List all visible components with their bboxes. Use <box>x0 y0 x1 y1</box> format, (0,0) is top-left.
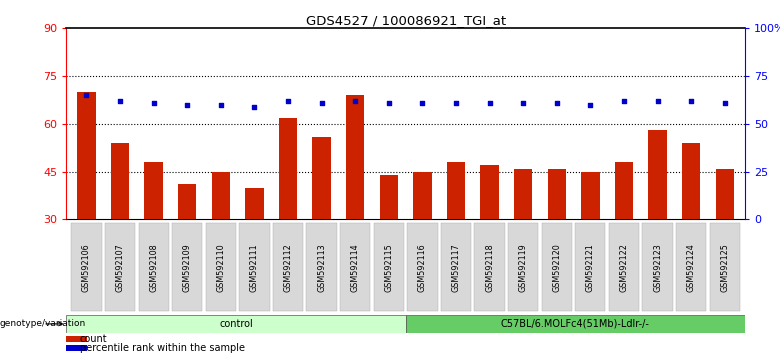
Text: GSM592122: GSM592122 <box>619 243 629 292</box>
Text: C57BL/6.MOLFc4(51Mb)-Ldlr-/-: C57BL/6.MOLFc4(51Mb)-Ldlr-/- <box>501 319 650 329</box>
Bar <box>312 137 331 219</box>
Bar <box>548 169 566 219</box>
Text: percentile rank within the sample: percentile rank within the sample <box>80 343 245 353</box>
Text: GSM592111: GSM592111 <box>250 243 259 292</box>
Point <box>248 104 261 109</box>
FancyBboxPatch shape <box>71 223 101 312</box>
Text: GSM592124: GSM592124 <box>686 243 696 292</box>
Text: GSM592123: GSM592123 <box>653 243 662 292</box>
Text: GSM592118: GSM592118 <box>485 243 494 292</box>
FancyBboxPatch shape <box>406 315 745 333</box>
FancyBboxPatch shape <box>307 223 337 312</box>
Text: GSM592117: GSM592117 <box>452 243 460 292</box>
FancyBboxPatch shape <box>66 315 406 333</box>
Point <box>349 98 361 104</box>
FancyBboxPatch shape <box>441 223 471 312</box>
Point <box>147 100 160 106</box>
FancyBboxPatch shape <box>239 223 270 312</box>
FancyBboxPatch shape <box>474 223 505 312</box>
Text: GSM592110: GSM592110 <box>216 243 225 292</box>
Text: GSM592106: GSM592106 <box>82 243 91 292</box>
Bar <box>480 165 499 219</box>
Point <box>718 100 731 106</box>
FancyBboxPatch shape <box>541 223 572 312</box>
Bar <box>514 169 533 219</box>
Point <box>80 92 93 98</box>
Bar <box>682 143 700 219</box>
Title: GDS4527 / 100086921_TGI_at: GDS4527 / 100086921_TGI_at <box>306 14 505 27</box>
Bar <box>413 172 431 219</box>
FancyBboxPatch shape <box>508 223 538 312</box>
Point <box>382 100 395 106</box>
FancyBboxPatch shape <box>340 223 370 312</box>
Point <box>315 100 328 106</box>
FancyBboxPatch shape <box>105 223 135 312</box>
Text: GSM592115: GSM592115 <box>385 243 393 292</box>
Bar <box>278 118 297 219</box>
Point <box>584 102 597 108</box>
Bar <box>77 92 96 219</box>
Point <box>282 98 294 104</box>
FancyBboxPatch shape <box>273 223 303 312</box>
Bar <box>648 130 667 219</box>
Text: GSM592113: GSM592113 <box>317 243 326 292</box>
Point <box>517 100 530 106</box>
Bar <box>66 336 87 343</box>
Point <box>551 100 563 106</box>
Point <box>484 100 496 106</box>
Bar <box>111 143 129 219</box>
Text: GSM592114: GSM592114 <box>351 243 360 292</box>
Point <box>651 98 664 104</box>
Bar <box>211 172 230 219</box>
Text: GSM592112: GSM592112 <box>283 243 292 292</box>
Text: GSM592119: GSM592119 <box>519 243 528 292</box>
FancyBboxPatch shape <box>710 223 740 312</box>
Text: genotype/variation: genotype/variation <box>0 319 87 329</box>
Point <box>685 98 697 104</box>
FancyBboxPatch shape <box>643 223 672 312</box>
FancyBboxPatch shape <box>407 223 438 312</box>
FancyBboxPatch shape <box>139 223 168 312</box>
Bar <box>245 188 264 219</box>
Bar <box>380 175 398 219</box>
Text: GSM592116: GSM592116 <box>418 243 427 292</box>
Point <box>114 98 126 104</box>
Bar <box>66 345 87 351</box>
FancyBboxPatch shape <box>575 223 605 312</box>
Bar <box>178 184 197 219</box>
Text: count: count <box>80 335 108 344</box>
Text: GSM592108: GSM592108 <box>149 243 158 292</box>
Bar <box>447 162 465 219</box>
Bar <box>346 95 364 219</box>
FancyBboxPatch shape <box>676 223 706 312</box>
FancyBboxPatch shape <box>374 223 404 312</box>
Bar <box>615 162 633 219</box>
Bar <box>715 169 734 219</box>
Text: GSM592107: GSM592107 <box>115 243 125 292</box>
Text: GSM592120: GSM592120 <box>552 243 562 292</box>
Bar <box>144 162 163 219</box>
Text: GSM592125: GSM592125 <box>720 243 729 292</box>
Point <box>417 100 429 106</box>
Bar <box>581 172 600 219</box>
Point <box>618 98 630 104</box>
FancyBboxPatch shape <box>206 223 236 312</box>
Text: GSM592109: GSM592109 <box>183 243 192 292</box>
Text: GSM592121: GSM592121 <box>586 243 595 292</box>
FancyBboxPatch shape <box>609 223 639 312</box>
Point <box>450 100 463 106</box>
Text: control: control <box>219 319 253 329</box>
Point <box>215 102 227 108</box>
Point <box>181 102 193 108</box>
FancyBboxPatch shape <box>172 223 202 312</box>
